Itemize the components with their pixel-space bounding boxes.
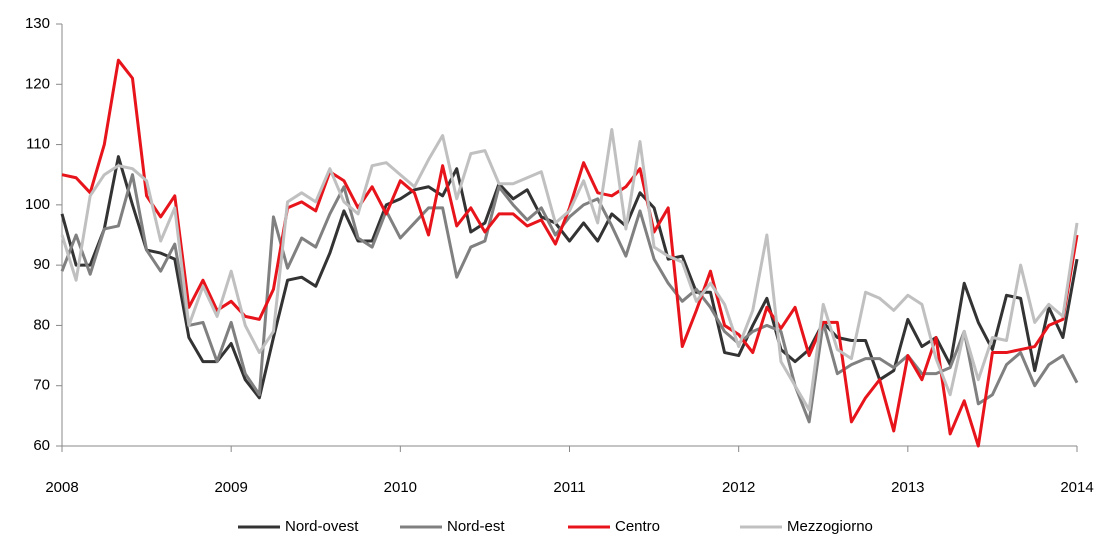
x-tick-label: 2009 bbox=[214, 479, 247, 496]
series-line bbox=[60, 155, 1079, 400]
y-tick-label: 100 bbox=[25, 196, 50, 213]
x-tick-label: 2008 bbox=[45, 479, 78, 496]
series-line bbox=[60, 128, 1079, 412]
x-tick-label: 2012 bbox=[722, 479, 755, 496]
series-line bbox=[61, 58, 1079, 448]
x-tick-label: 2014 bbox=[1060, 479, 1093, 496]
y-tick-label: 60 bbox=[33, 437, 50, 454]
y-tick-label: 110 bbox=[26, 136, 50, 153]
y-tick-label: 80 bbox=[33, 316, 50, 333]
legend-label: Nord-est bbox=[447, 518, 505, 535]
y-tick-label: 130 bbox=[25, 15, 50, 32]
x-tick-label: 2013 bbox=[891, 479, 924, 496]
x-tick-label: 2010 bbox=[384, 479, 417, 496]
y-tick-label: 70 bbox=[33, 377, 50, 394]
y-tick-label: 120 bbox=[25, 75, 50, 92]
legend-label: Nord-ovest bbox=[285, 518, 359, 535]
y-tick-label: 90 bbox=[33, 256, 50, 273]
x-tick-label: 2011 bbox=[553, 479, 585, 496]
legend-label: Centro bbox=[615, 518, 660, 535]
legend-label: Mezzogiorno bbox=[787, 518, 873, 535]
